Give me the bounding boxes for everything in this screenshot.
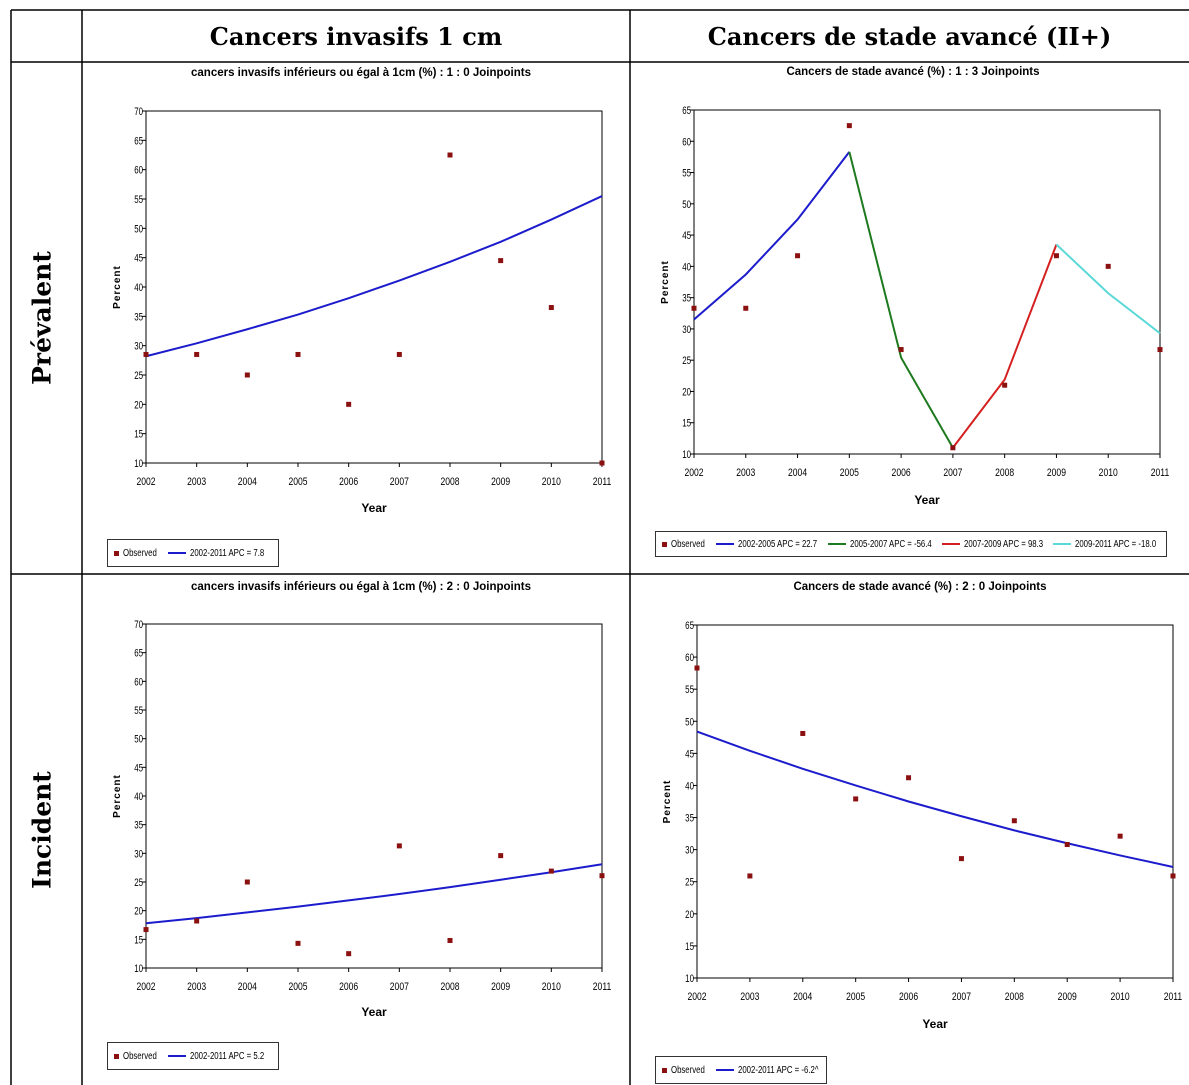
column-header-invasive: Cancers invasifs 1 cm bbox=[209, 22, 503, 51]
legend-label: 2005-2007 APC = -56.4 bbox=[849, 538, 932, 550]
row-label-prevalent: Prévalent bbox=[27, 251, 57, 385]
legend-label: 2002-2011 APC = -6.2^ bbox=[738, 1064, 819, 1076]
legend-line bbox=[168, 552, 187, 554]
chart-title: Cancers de stade avancé (%) : 2 : 0 Join… bbox=[793, 581, 1047, 593]
legend-label: 2009-2011 APC = -18.0 bbox=[1075, 538, 1157, 550]
legend-label: 2002-2011 APC = 5.2 bbox=[190, 1050, 265, 1062]
legend-label: 2007-2009 APC = 98.3 bbox=[963, 538, 1043, 550]
column-header-advanced: Cancers de stade avancé (II+) bbox=[707, 22, 1112, 51]
legend-marker bbox=[114, 550, 119, 556]
legend-line bbox=[941, 543, 960, 545]
legend-item: 2002-2011 APC = 7.8 bbox=[168, 547, 265, 559]
legend-marker bbox=[114, 1053, 119, 1059]
legend-marker bbox=[662, 1067, 667, 1073]
legend-item: 2009-2011 APC = -18.0 bbox=[1053, 538, 1157, 550]
legend-item: Observed bbox=[114, 1050, 157, 1062]
legend-item: 2002-2011 APC = 5.2 bbox=[168, 1050, 265, 1062]
chart-legend: Observed 2002-2011 APC = 5.2 bbox=[107, 1042, 279, 1070]
legend-label: Observed bbox=[671, 1064, 705, 1076]
legend-item: 2002-2011 APC = -6.2^ bbox=[716, 1064, 819, 1076]
legend-line bbox=[1053, 543, 1072, 545]
row-label-incident: Incident bbox=[27, 771, 57, 889]
legend-line bbox=[716, 543, 735, 545]
legend-label: Observed bbox=[671, 538, 705, 550]
chart-legend: Observed 2002-2011 APC = 7.8 bbox=[107, 539, 279, 567]
legend-item: Observed bbox=[662, 538, 705, 550]
legend-item: Observed bbox=[662, 1064, 705, 1076]
chart-legend: Observed 2002-2005 APC = 22.7 2005-2007 AP… bbox=[655, 531, 1167, 557]
chart-legend: Observed 2002-2011 APC = -6.2^ bbox=[655, 1056, 827, 1084]
legend-item: 2002-2005 APC = 22.7 bbox=[716, 538, 818, 550]
legend-label: 2002-2011 APC = 7.8 bbox=[190, 547, 265, 559]
chart-title: Cancers de stade avancé (%) : 1 : 3 Join… bbox=[786, 66, 1040, 78]
legend-line bbox=[827, 543, 846, 545]
chart-title: cancers invasifs inférieurs ou égal à 1c… bbox=[191, 67, 531, 79]
legend-item: Observed bbox=[114, 547, 157, 559]
legend-label: Observed bbox=[123, 547, 157, 559]
legend-label: Observed bbox=[123, 1050, 157, 1062]
legend-marker bbox=[662, 541, 667, 547]
legend-item: 2007-2009 APC = 98.3 bbox=[941, 538, 1043, 550]
chart-title: cancers invasifs inférieurs ou égal à 1c… bbox=[191, 581, 531, 593]
legend-item: 2005-2007 APC = -56.4 bbox=[827, 538, 932, 550]
legend-label: 2002-2005 APC = 22.7 bbox=[738, 538, 818, 550]
legend-line bbox=[168, 1055, 187, 1057]
legend-line bbox=[716, 1069, 735, 1071]
